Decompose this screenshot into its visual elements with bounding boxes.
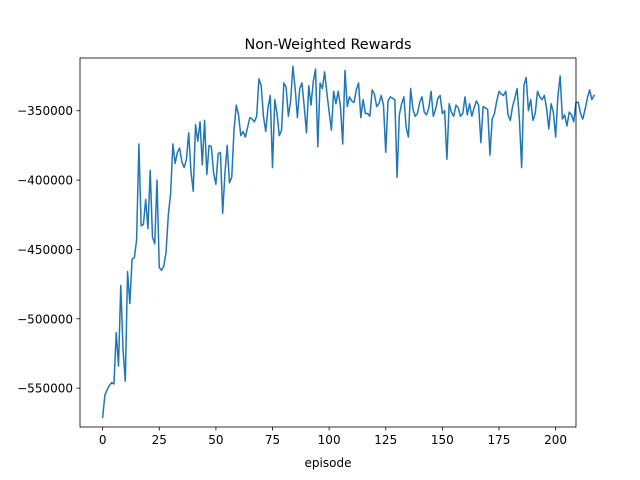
axes xyxy=(79,57,577,428)
x-tick-label: 200 xyxy=(544,433,567,447)
plot-area xyxy=(101,65,596,419)
x-tick-label: 100 xyxy=(318,433,341,447)
x-axis-ticks: 0 25 50 75 100 125 150 175 200 xyxy=(99,427,567,447)
x-tick-label: 175 xyxy=(488,433,511,447)
y-axis-ticks: −550000 −500000 −450000 −400000 −350000 xyxy=(17,104,80,396)
x-tick-label: 75 xyxy=(265,433,280,447)
x-tick-label: 0 xyxy=(99,433,107,447)
y-tick-label: −350000 xyxy=(17,104,73,118)
y-tick-label: −450000 xyxy=(17,243,73,257)
x-tick-label: 25 xyxy=(152,433,167,447)
y-tick-label: −400000 xyxy=(17,174,73,188)
x-tick-label: 150 xyxy=(431,433,454,447)
axes-frame xyxy=(79,57,577,428)
x-axis-label: episode xyxy=(305,456,352,470)
x-tick-label: 125 xyxy=(374,433,397,447)
series-line-1 xyxy=(101,65,596,419)
chart-title: Non-Weighted Rewards xyxy=(244,37,411,53)
x-tick-label: 50 xyxy=(208,433,223,447)
y-tick-label: −500000 xyxy=(17,312,73,326)
y-tick-label: −550000 xyxy=(17,382,73,396)
